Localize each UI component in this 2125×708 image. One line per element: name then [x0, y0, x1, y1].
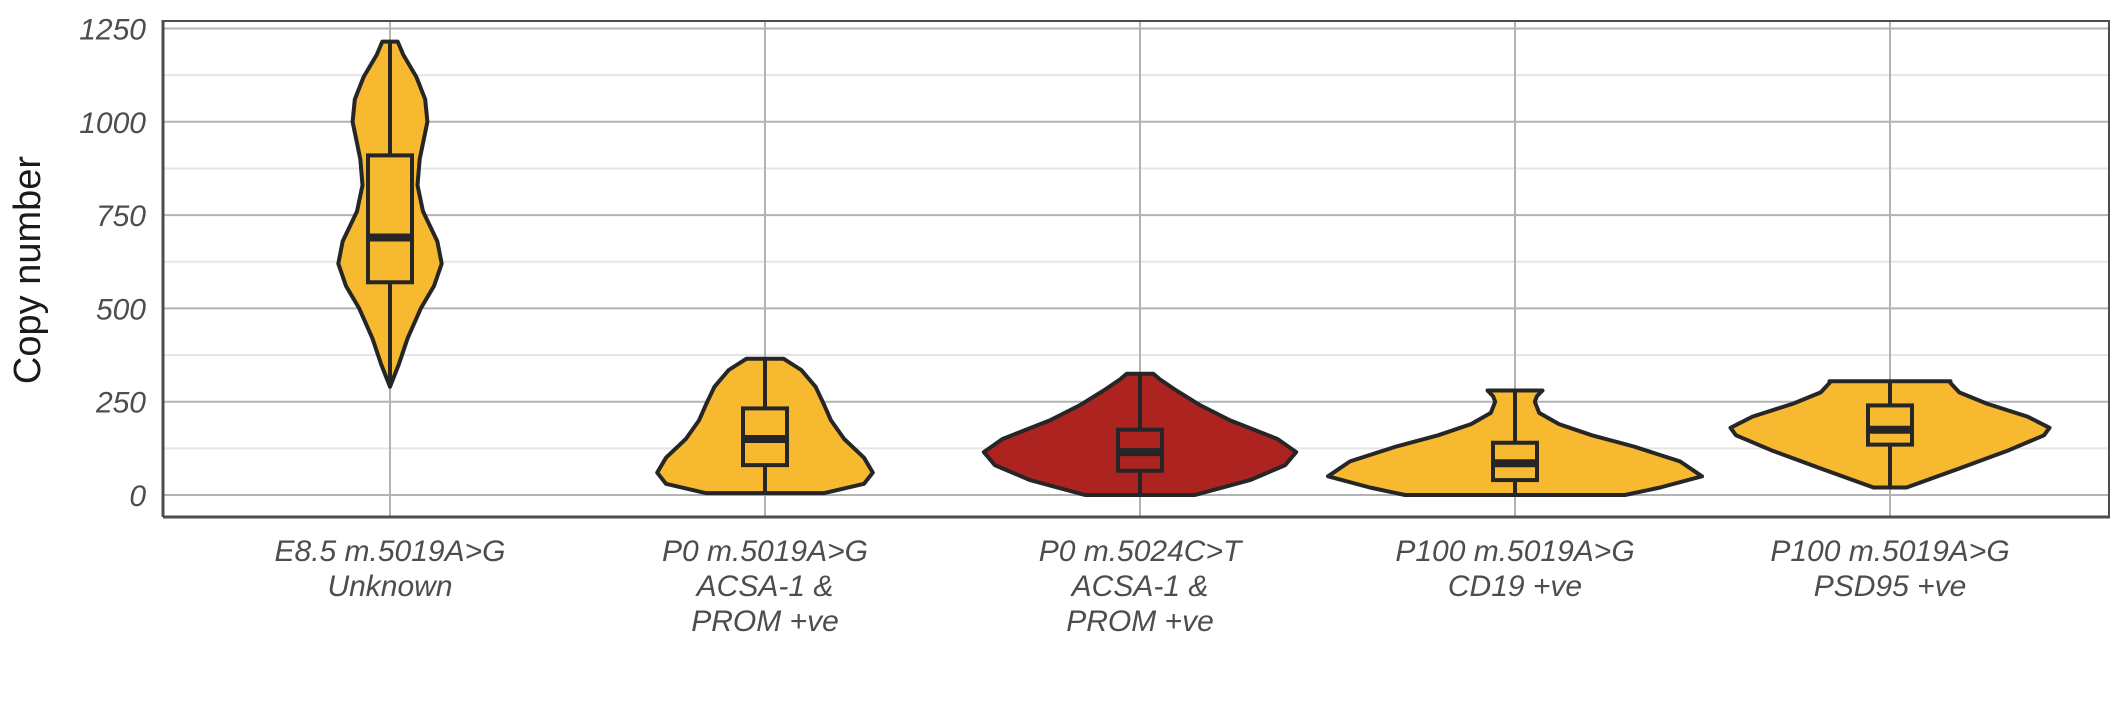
x-tick-label: ACSA-1 &: [695, 570, 834, 603]
x-tick-label: P100 m.5019A>G: [1395, 535, 1634, 568]
y-tick-label: 0: [129, 480, 146, 513]
violins: [336, 39, 2052, 497]
axes: [161, 20, 2110, 519]
y-tick-label: 1250: [79, 14, 146, 47]
y-tick-labels: 0 250 500 750 1000 1250: [79, 14, 146, 514]
box-5: [1866, 403, 1914, 447]
y-tick-label: 250: [95, 387, 146, 420]
y-tick-label: 500: [96, 293, 146, 326]
x-tick-label: P100 m.5019A>G: [1770, 535, 2009, 568]
x-tick-label: E8.5 m.5019A>G: [275, 535, 506, 568]
x-tick-label: Unknown: [327, 570, 452, 603]
y-tick-label: 1000: [79, 107, 146, 140]
box-1: [366, 153, 414, 285]
x-tick-label: P0 m.5019A>G: [662, 535, 868, 568]
x-tick-label: PROM +ve: [691, 605, 839, 638]
x-tick-label: PSD95 +ve: [1814, 570, 1967, 603]
x-tick-label: CD19 +ve: [1448, 570, 1582, 603]
x-tick-label: PROM +ve: [1066, 605, 1214, 638]
x-tick-label: P0 m.5024C>T: [1039, 535, 1244, 568]
y-axis-title: Copy number: [7, 156, 49, 384]
x-tick-label: ACSA-1 &: [1070, 570, 1209, 603]
y-tick-label: 750: [96, 200, 146, 233]
